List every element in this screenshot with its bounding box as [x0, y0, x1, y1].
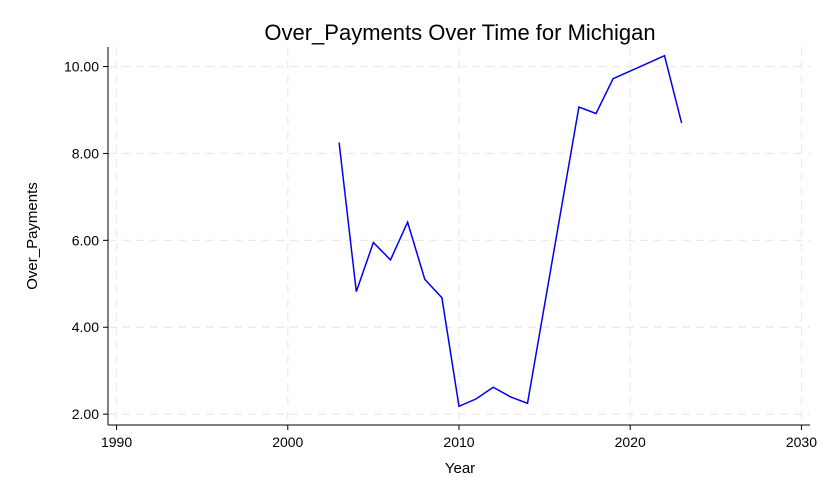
- grid-lines: [108, 47, 810, 425]
- x-axis-label: Year: [445, 460, 475, 477]
- x-tick-label: 2020: [615, 434, 646, 450]
- chart-title: Over_Payments Over Time for Michigan: [264, 20, 655, 45]
- x-tick-label: 1990: [101, 434, 132, 450]
- y-tick-label: 6.00: [72, 232, 99, 248]
- tick-labels: 1990 2000 2010 2020 2030 2.00 4.00 6.00 8.00 10.0…: [64, 59, 817, 450]
- series-line: [338, 54, 683, 408]
- y-tick-label: 4.00: [72, 319, 99, 335]
- x-tick-label: 2030: [786, 434, 817, 450]
- series-lines: [338, 54, 683, 408]
- y-tick-label: 8.00: [72, 145, 99, 161]
- x-tick-label: 2000: [272, 434, 303, 450]
- x-tick-label: 2010: [443, 434, 474, 450]
- y-tick-label: 10.00: [64, 59, 99, 75]
- y-tick-label: 2.00: [72, 406, 99, 422]
- y-axis-label: Over_Payments: [24, 182, 41, 290]
